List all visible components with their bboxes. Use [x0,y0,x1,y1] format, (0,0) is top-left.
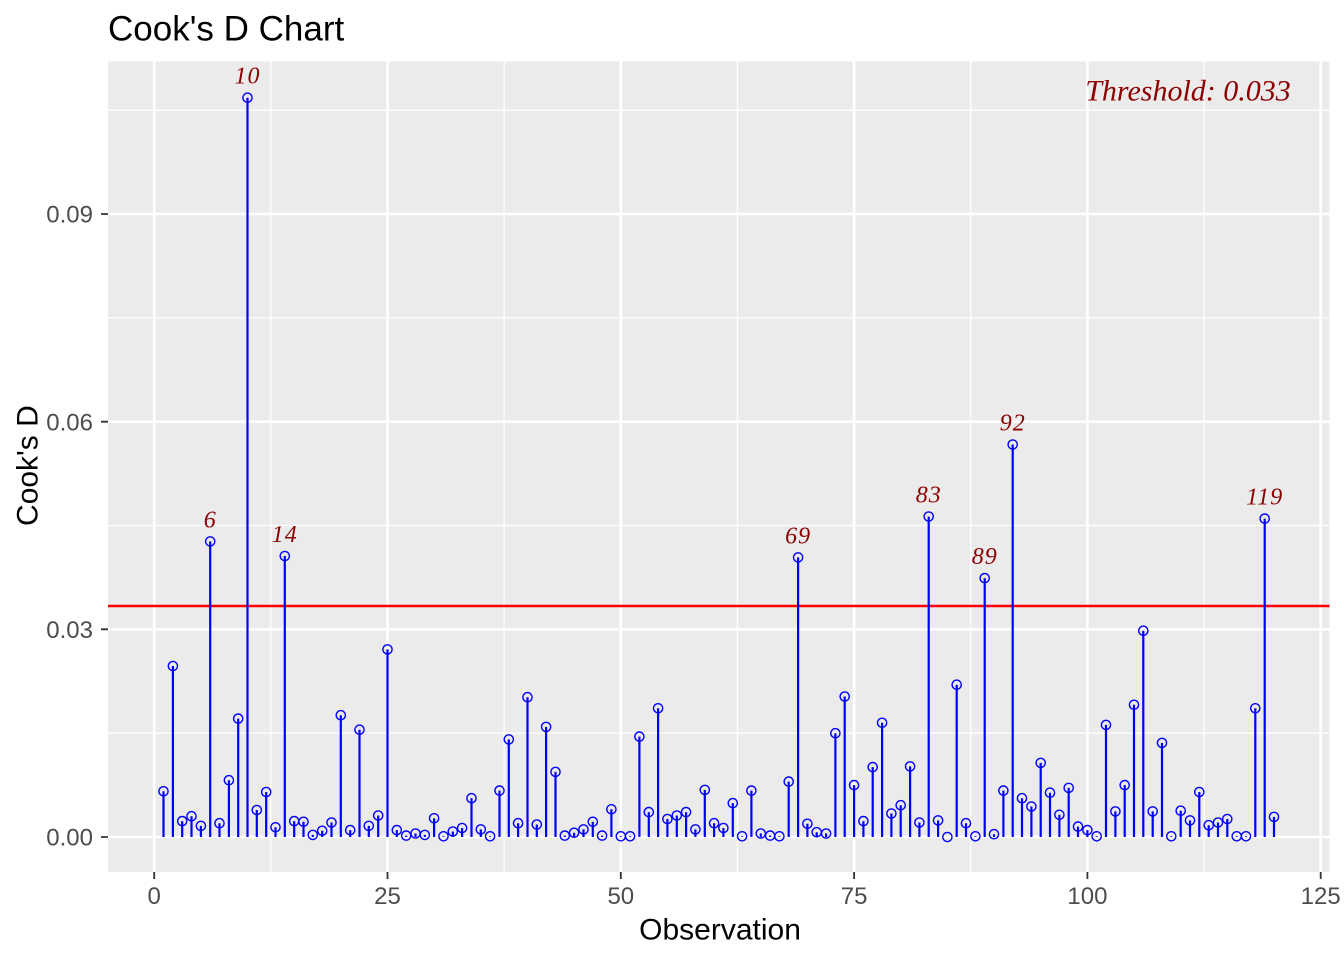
svg-text:50: 50 [607,883,634,910]
svg-text:Threshold: 0.033: Threshold: 0.033 [1085,75,1291,108]
svg-text:92: 92 [1000,411,1026,437]
svg-text:119: 119 [1246,485,1283,511]
svg-text:10: 10 [235,64,261,90]
svg-text:0: 0 [148,883,161,910]
svg-text:100: 100 [1067,883,1107,910]
svg-text:125: 125 [1301,883,1341,910]
svg-text:75: 75 [841,883,868,910]
svg-text:Cook's D: Cook's D [12,405,45,526]
svg-text:69: 69 [785,523,811,549]
svg-text:25: 25 [374,883,401,910]
svg-text:6: 6 [204,507,217,533]
svg-text:Observation: Observation [639,914,801,947]
svg-text:0.09: 0.09 [46,202,93,229]
svg-text:14: 14 [272,522,298,548]
svg-text:83: 83 [916,483,942,509]
svg-text:89: 89 [972,544,998,570]
svg-text:Cook's D Chart: Cook's D Chart [108,10,344,49]
svg-text:0.06: 0.06 [46,409,93,436]
svg-text:0.03: 0.03 [46,617,93,644]
svg-text:0.00: 0.00 [46,825,93,852]
